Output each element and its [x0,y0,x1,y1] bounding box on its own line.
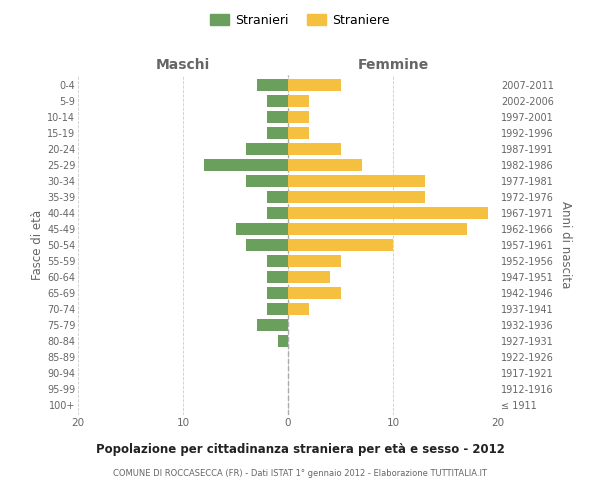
Y-axis label: Fasce di età: Fasce di età [31,210,44,280]
Bar [277,335,288,347]
Bar [288,255,341,267]
Bar [288,94,309,106]
Bar [246,175,288,187]
Bar [288,239,393,251]
Bar [257,319,288,331]
Bar [267,94,288,106]
Bar [288,110,309,122]
Bar [288,143,341,155]
Bar [288,207,487,219]
Bar [267,126,288,138]
Text: COMUNE DI ROCCASECCA (FR) - Dati ISTAT 1° gennaio 2012 - Elaborazione TUTTITALIA: COMUNE DI ROCCASECCA (FR) - Dati ISTAT 1… [113,469,487,478]
Bar [246,143,288,155]
Bar [288,303,309,315]
Bar [267,271,288,283]
Text: Popolazione per cittadinanza straniera per età e sesso - 2012: Popolazione per cittadinanza straniera p… [95,442,505,456]
Bar [267,287,288,299]
Y-axis label: Anni di nascita: Anni di nascita [559,202,572,288]
Bar [288,126,309,138]
Bar [235,223,288,235]
Bar [288,175,425,187]
Bar [257,78,288,90]
Bar [288,78,341,90]
Bar [288,287,341,299]
Bar [267,255,288,267]
Bar [267,191,288,203]
Bar [246,239,288,251]
Text: Maschi: Maschi [156,58,210,72]
Bar [267,110,288,122]
Legend: Stranieri, Straniere: Stranieri, Straniere [205,8,395,32]
Bar [288,159,361,171]
Bar [288,191,425,203]
Bar [267,303,288,315]
Bar [288,271,330,283]
Text: Femmine: Femmine [358,58,428,72]
Bar [288,223,467,235]
Bar [267,207,288,219]
Bar [204,159,288,171]
